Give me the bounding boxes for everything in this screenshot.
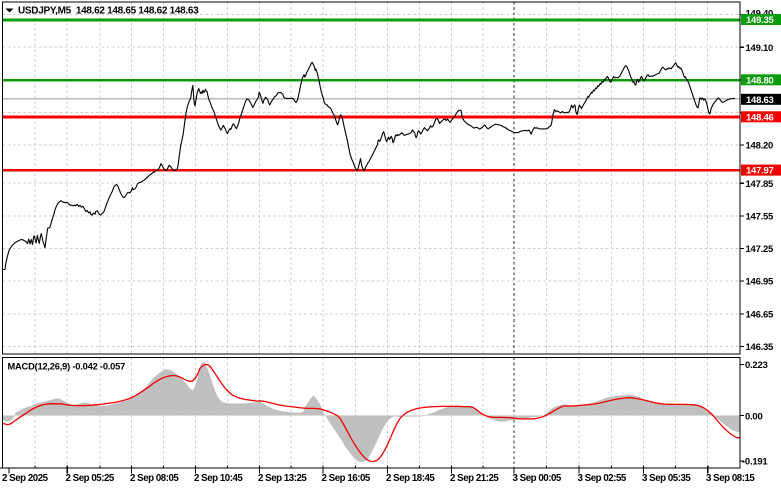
- svg-text:0.223: 0.223: [745, 360, 768, 371]
- svg-text:147.25: 147.25: [746, 244, 775, 255]
- svg-text:2 Sep 21:25: 2 Sep 21:25: [450, 473, 499, 484]
- svg-text:0.00: 0.00: [745, 412, 763, 423]
- svg-text:2 Sep 08:05: 2 Sep 08:05: [130, 473, 179, 484]
- svg-text:2 Sep 10:45: 2 Sep 10:45: [194, 473, 243, 484]
- svg-text:-0.191: -0.191: [742, 457, 768, 468]
- svg-text:3 Sep 08:15: 3 Sep 08:15: [706, 473, 755, 484]
- svg-text:2 Sep 05:25: 2 Sep 05:25: [66, 473, 115, 484]
- svg-text:148.63: 148.63: [746, 95, 774, 106]
- svg-text:147.97: 147.97: [746, 166, 774, 177]
- svg-text:3 Sep 05:35: 3 Sep 05:35: [642, 473, 691, 484]
- svg-text:149.10: 149.10: [746, 43, 774, 54]
- svg-text:2 Sep 18:45: 2 Sep 18:45: [386, 473, 435, 484]
- svg-text:146.65: 146.65: [746, 309, 775, 320]
- svg-text:147.85: 147.85: [746, 179, 775, 190]
- svg-text:147.55: 147.55: [746, 211, 775, 222]
- svg-text:149.35: 149.35: [746, 15, 775, 26]
- svg-text:146.95: 146.95: [746, 277, 775, 288]
- svg-text:3 Sep 02:55: 3 Sep 02:55: [578, 473, 627, 484]
- svg-text:148.20: 148.20: [746, 141, 774, 152]
- svg-text:148.80: 148.80: [746, 75, 774, 86]
- svg-text:2 Sep 2025: 2 Sep 2025: [2, 473, 49, 484]
- svg-text:USDJPY,M5 148.62 148.65 148.6: USDJPY,M5 148.62 148.65 148.62 148.63: [18, 6, 199, 17]
- svg-text:2 Sep 16:05: 2 Sep 16:05: [322, 473, 371, 484]
- svg-text:146.35: 146.35: [746, 342, 775, 353]
- svg-text:148.46: 148.46: [746, 112, 774, 123]
- svg-text:MACD(12,26,9) -0.042 -0.057: MACD(12,26,9) -0.042 -0.057: [8, 361, 126, 371]
- svg-text:2 Sep 13:25: 2 Sep 13:25: [258, 473, 307, 484]
- svg-text:3 Sep 00:05: 3 Sep 00:05: [513, 473, 562, 484]
